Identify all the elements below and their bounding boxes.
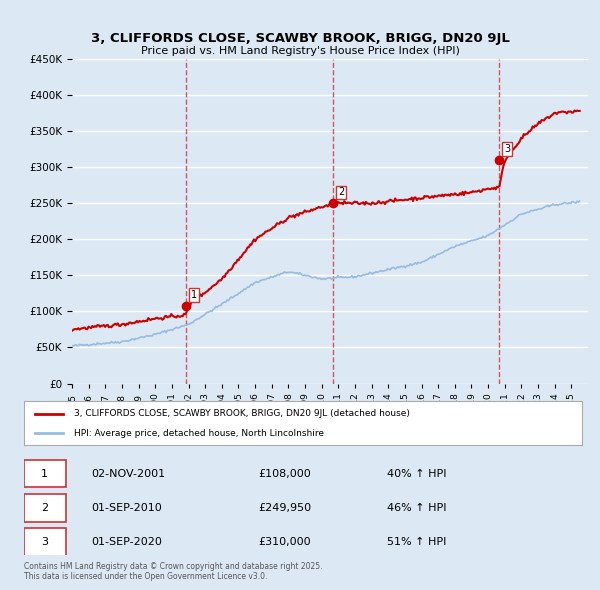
Text: 40% ↑ HPI: 40% ↑ HPI xyxy=(387,468,446,478)
Text: 3, CLIFFORDS CLOSE, SCAWBY BROOK, BRIGG, DN20 9JL (detached house): 3, CLIFFORDS CLOSE, SCAWBY BROOK, BRIGG,… xyxy=(74,409,410,418)
Text: Price paid vs. HM Land Registry's House Price Index (HPI): Price paid vs. HM Land Registry's House … xyxy=(140,46,460,56)
FancyBboxPatch shape xyxy=(24,527,66,556)
Text: 3: 3 xyxy=(41,537,48,547)
Text: 46% ↑ HPI: 46% ↑ HPI xyxy=(387,503,446,513)
Text: 3: 3 xyxy=(504,144,511,154)
Text: 2: 2 xyxy=(41,503,48,513)
Text: HPI: Average price, detached house, North Lincolnshire: HPI: Average price, detached house, Nort… xyxy=(74,428,324,438)
FancyBboxPatch shape xyxy=(24,460,66,487)
Text: £249,950: £249,950 xyxy=(259,503,311,513)
Text: 01-SEP-2010: 01-SEP-2010 xyxy=(91,503,162,513)
Text: 02-NOV-2001: 02-NOV-2001 xyxy=(91,468,165,478)
Text: £310,000: £310,000 xyxy=(259,537,311,547)
Text: 01-SEP-2020: 01-SEP-2020 xyxy=(91,537,162,547)
Text: 51% ↑ HPI: 51% ↑ HPI xyxy=(387,537,446,547)
Text: Contains HM Land Registry data © Crown copyright and database right 2025.
This d: Contains HM Land Registry data © Crown c… xyxy=(24,562,323,581)
Text: 1: 1 xyxy=(191,290,197,300)
Text: £108,000: £108,000 xyxy=(259,468,311,478)
Text: 3, CLIFFORDS CLOSE, SCAWBY BROOK, BRIGG, DN20 9JL: 3, CLIFFORDS CLOSE, SCAWBY BROOK, BRIGG,… xyxy=(91,32,509,45)
FancyBboxPatch shape xyxy=(24,494,66,522)
Text: 1: 1 xyxy=(41,468,48,478)
Text: 2: 2 xyxy=(338,188,344,198)
